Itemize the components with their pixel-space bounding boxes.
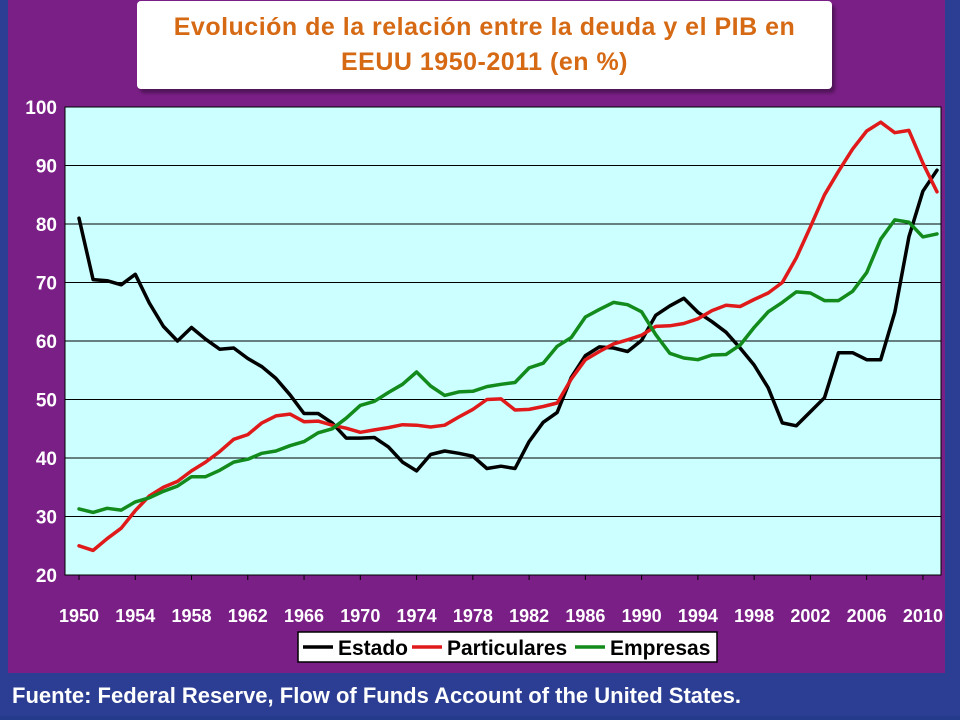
x-tick-label: 1994 xyxy=(678,606,718,626)
x-tick-label: 1958 xyxy=(172,606,212,626)
line-chart: 20 30 40 50 60 70 80 90 100 1950 1954 1958 1962 1966… xyxy=(25,98,943,663)
chart-title: Evolución de la relación entre la deuda … xyxy=(173,13,796,76)
x-tick-label: 1970 xyxy=(340,606,380,626)
y-tick-label: 70 xyxy=(36,274,57,295)
series-lines xyxy=(77,120,939,553)
chart-title-box: Evolución de la relación entre la deuda … xyxy=(137,1,832,89)
legend-label: Particulares xyxy=(447,637,567,660)
x-tick-label: 1990 xyxy=(622,606,662,626)
x-tick-label: 2002 xyxy=(790,606,830,626)
series-line-estado xyxy=(77,168,939,473)
y-tick-label: 80 xyxy=(36,215,57,236)
y-tick-label: 50 xyxy=(36,391,57,412)
legend: Estado Particulares Empresas xyxy=(297,631,718,663)
series-line-particulares xyxy=(77,120,939,553)
x-tick-label: 1962 xyxy=(228,606,268,626)
x-tick-label: 1950 xyxy=(59,606,99,626)
legend-box xyxy=(297,631,718,663)
y-tick-label: 30 xyxy=(36,508,57,529)
x-tick-label: 2006 xyxy=(847,606,887,626)
legend-label: Empresas xyxy=(610,637,710,660)
footer-stripe xyxy=(0,716,960,720)
source-note: Fuente: Federal Reserve, Flow of Funds A… xyxy=(12,683,741,708)
x-tick-label: 1978 xyxy=(453,606,493,626)
x-tick-label: 1974 xyxy=(397,606,437,626)
x-tick-label: 1966 xyxy=(284,606,324,626)
y-tick-label: 40 xyxy=(36,449,57,470)
x-tick-label: 2010 xyxy=(903,606,943,626)
x-tick-label: 1986 xyxy=(565,606,605,626)
x-tick-label: 1954 xyxy=(115,606,155,626)
series-line-empresas xyxy=(77,218,939,515)
y-tick-label: 90 xyxy=(36,157,57,178)
y-tick-label: 100 xyxy=(25,98,57,119)
y-tick-label: 60 xyxy=(36,332,57,353)
y-tick-label: 20 xyxy=(36,566,57,587)
x-tick-label: 1982 xyxy=(509,606,549,626)
y-axis-ticks: 20 30 40 50 60 70 80 90 100 xyxy=(25,98,57,587)
footer-bar xyxy=(0,675,960,720)
x-axis-ticks: 1950 1954 1958 1962 1966 1970 1974 1978 1982 1986… xyxy=(59,575,943,626)
x-tick-label: 1998 xyxy=(734,606,774,626)
legend-label: Estado xyxy=(338,637,408,660)
